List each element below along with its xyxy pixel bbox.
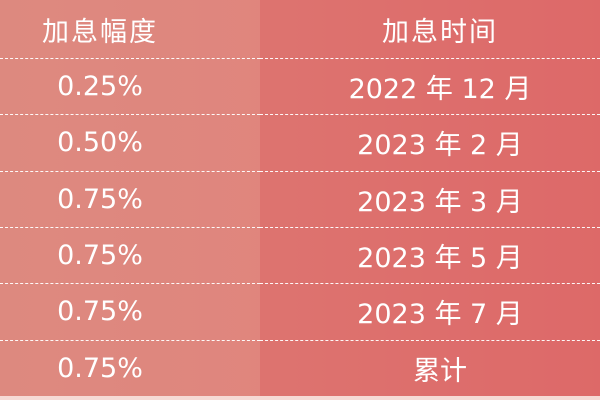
cell-hike-time: 2023 年 2 月 <box>260 114 600 172</box>
cell-hike-amount: 0.75% <box>0 283 260 341</box>
table-row: 0.25% 2022 年 12 月 <box>0 58 600 116</box>
table-row: 0.75% 2023 年 3 月 <box>0 171 600 228</box>
cell-hike-amount-total: 0.75% <box>0 340 260 396</box>
table-row: 0.75% 2023 年 7 月 <box>0 283 600 341</box>
bottom-edge <box>0 396 600 400</box>
table-row: 0.75% 2023 年 5 月 <box>0 227 600 285</box>
cell-hike-time: 2023 年 5 月 <box>260 227 600 285</box>
table-row: 0.75% 累计 <box>0 340 600 396</box>
cell-hike-time-total: 累计 <box>260 340 600 396</box>
cell-hike-amount: 0.50% <box>0 114 260 172</box>
cell-hike-time: 2023 年 3 月 <box>260 171 600 228</box>
table-header-row: 加息幅度 加息时间 <box>0 0 600 59</box>
cell-hike-time: 2022 年 12 月 <box>260 58 600 116</box>
header-hike-amount: 加息幅度 <box>0 0 260 59</box>
cell-hike-amount: 0.75% <box>0 227 260 285</box>
header-hike-time: 加息时间 <box>260 0 600 59</box>
cell-hike-amount: 0.75% <box>0 171 260 228</box>
cell-hike-time: 2023 年 7 月 <box>260 283 600 341</box>
table-row: 0.50% 2023 年 2 月 <box>0 114 600 172</box>
cell-hike-amount: 0.25% <box>0 58 260 116</box>
